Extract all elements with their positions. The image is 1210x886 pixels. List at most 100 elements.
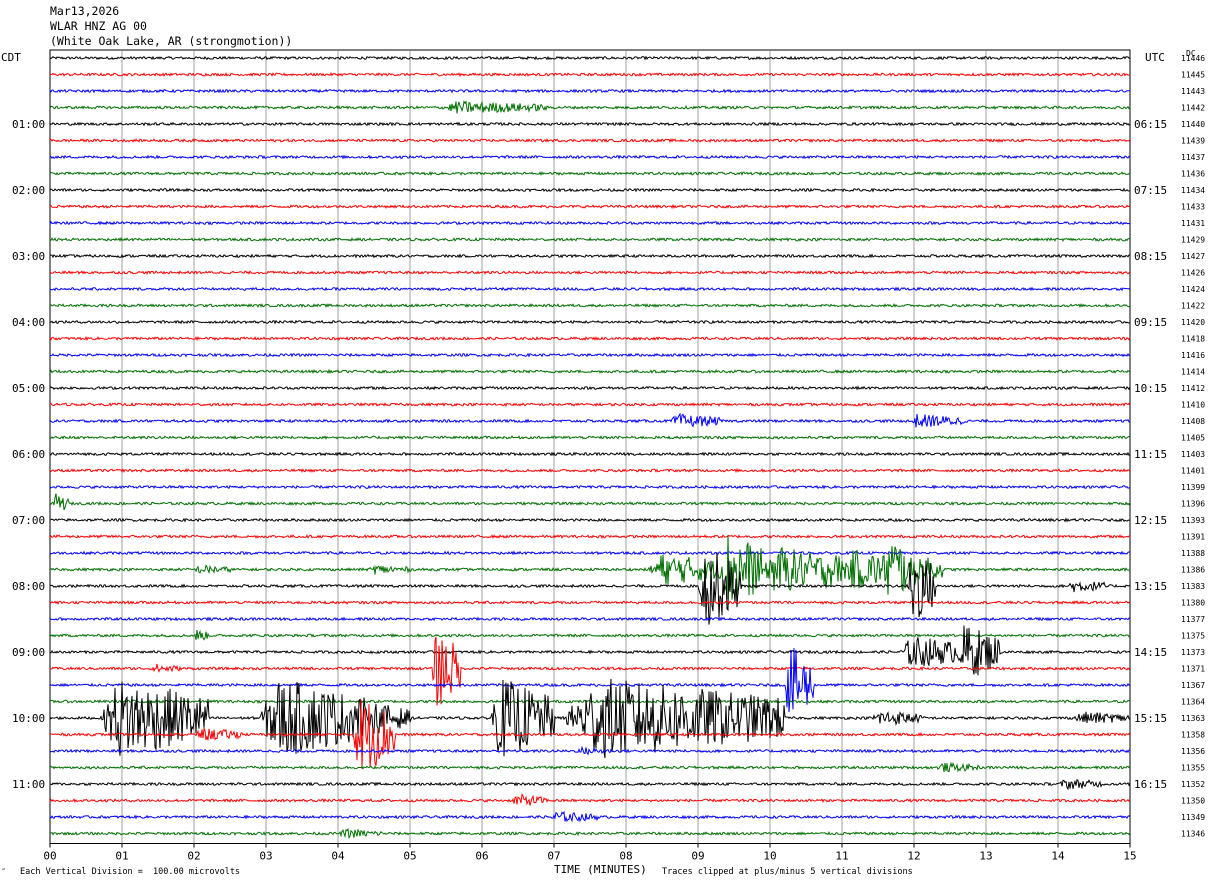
dc-value-label: 11399 [1181,483,1205,492]
left-hour-label: 05:00 [12,382,45,395]
dc-value-label: 11414 [1181,368,1205,377]
dc-value-label: 11426 [1181,269,1205,278]
trace-line [49,778,1131,791]
trace-line [49,493,1131,510]
footer-mark: ″ [1,868,7,878]
dc-value-label: 11391 [1181,533,1205,542]
dc-value-label: 11408 [1181,417,1205,426]
chart-date: Mar13,2026 [50,4,120,18]
dc-value-label: 11410 [1181,401,1205,410]
trace-line [49,625,1131,676]
trace-line [49,100,1131,114]
trace-line [49,484,1131,490]
dc-value-label: 11386 [1181,566,1205,575]
dc-value-label: 11373 [1181,648,1205,657]
trace-line [49,534,1131,539]
trace-line [49,745,1131,756]
dc-value-label: 11416 [1181,351,1205,360]
dc-value-label: 11422 [1181,302,1205,311]
right-hour-label: 11:15 [1134,448,1167,461]
dc-value-label: 11434 [1181,186,1205,195]
x-tick-label: 12 [907,850,920,863]
dc-value-label: 11358 [1181,731,1205,740]
dc-value-label: 11443 [1181,87,1205,96]
right-hour-label: 08:15 [1134,250,1167,263]
x-tick-label: 08 [619,850,632,863]
left-hour-label: 10:00 [12,712,45,725]
dc-value-label: 11442 [1181,104,1205,113]
trace-line [49,236,1131,242]
right-hour-label: 15:15 [1134,712,1167,725]
trace-line [49,827,1131,840]
trace-line [49,270,1131,275]
left-hour-label: 09:00 [12,646,45,659]
x-tick-label: 10 [763,850,776,863]
dc-value-label: 11446 [1181,54,1205,63]
trace-line [49,72,1131,78]
x-tick-label: 01 [115,850,128,863]
trace-line [49,286,1131,292]
footer-vertical-division: Each Vertical Division = 100.00 microvol… [20,867,241,877]
dc-value-label: 11424 [1181,285,1205,294]
footer-clipping-note: Traces clipped at plus/minus 5 vertical … [662,867,913,877]
trace-line [49,699,1131,769]
x-tick-label: 02 [187,850,200,863]
dc-value-label: 11431 [1181,219,1205,228]
chart-station: WLAR HNZ AG 00 [50,19,147,33]
x-axis-title: TIME (MINUTES) [554,863,647,876]
trace-line [49,319,1131,325]
dc-value-label: 11437 [1181,153,1205,162]
x-tick-label: 00 [43,850,56,863]
trace-line [49,810,1131,823]
dc-value-label: 11393 [1181,516,1205,525]
left-hour-label: 11:00 [12,778,45,791]
trace-line [49,335,1131,341]
dc-value-label: 11388 [1181,549,1205,558]
x-tick-label: 13 [979,850,992,863]
trace-line [49,552,1131,625]
trace-line [49,534,1131,600]
trace-line [49,352,1131,358]
dc-value-label: 11356 [1181,747,1205,756]
left-hour-label: 07:00 [12,514,45,527]
x-tick-label: 09 [691,850,704,863]
x-tick-label: 07 [547,850,560,863]
right-hour-label: 12:15 [1134,514,1167,527]
chart-location: (White Oak Lake, AR (strongmotion)) [50,34,293,48]
dc-value-label: 11440 [1181,120,1205,129]
trace-line [49,253,1131,259]
trace-line [49,793,1131,806]
dc-value-label: 11405 [1181,434,1205,443]
x-tick-label: 04 [331,850,345,863]
trace-line [49,678,1131,759]
trace-line [49,170,1131,176]
left-hour-label: 04:00 [12,316,45,329]
dc-value-label: 11352 [1181,780,1205,789]
dc-value-label: 11349 [1181,813,1205,822]
trace-line [49,303,1131,308]
left-hour-label: 03:00 [12,250,45,263]
x-tick-label: 11 [835,850,848,863]
trace-line [49,55,1131,61]
plot-frame [49,49,1131,844]
trace-line [49,121,1131,127]
x-tick-label: 14 [1051,850,1065,863]
left-hour-label: 06:00 [12,448,45,461]
x-tick-label: 05 [403,850,416,863]
trace-line [49,88,1131,94]
dc-value-label: 11377 [1181,615,1205,624]
left-hour-label: 08:00 [12,580,45,593]
x-tick-label: 15 [1123,850,1136,863]
right-hour-label: 14:15 [1134,646,1167,659]
trace-line [49,154,1131,160]
right-hour-label: 07:15 [1134,184,1167,197]
right-hour-label: 13:15 [1134,580,1167,593]
dc-value-label: 11401 [1181,467,1205,476]
trace-line [49,220,1131,226]
dc-value-label: 11445 [1181,71,1205,80]
dc-value-label: 11436 [1181,170,1205,179]
dc-value-label: 11350 [1181,797,1205,806]
left-hour-label: 02:00 [12,184,45,197]
dc-value-label: 11371 [1181,665,1205,674]
trace-line [49,550,1131,556]
